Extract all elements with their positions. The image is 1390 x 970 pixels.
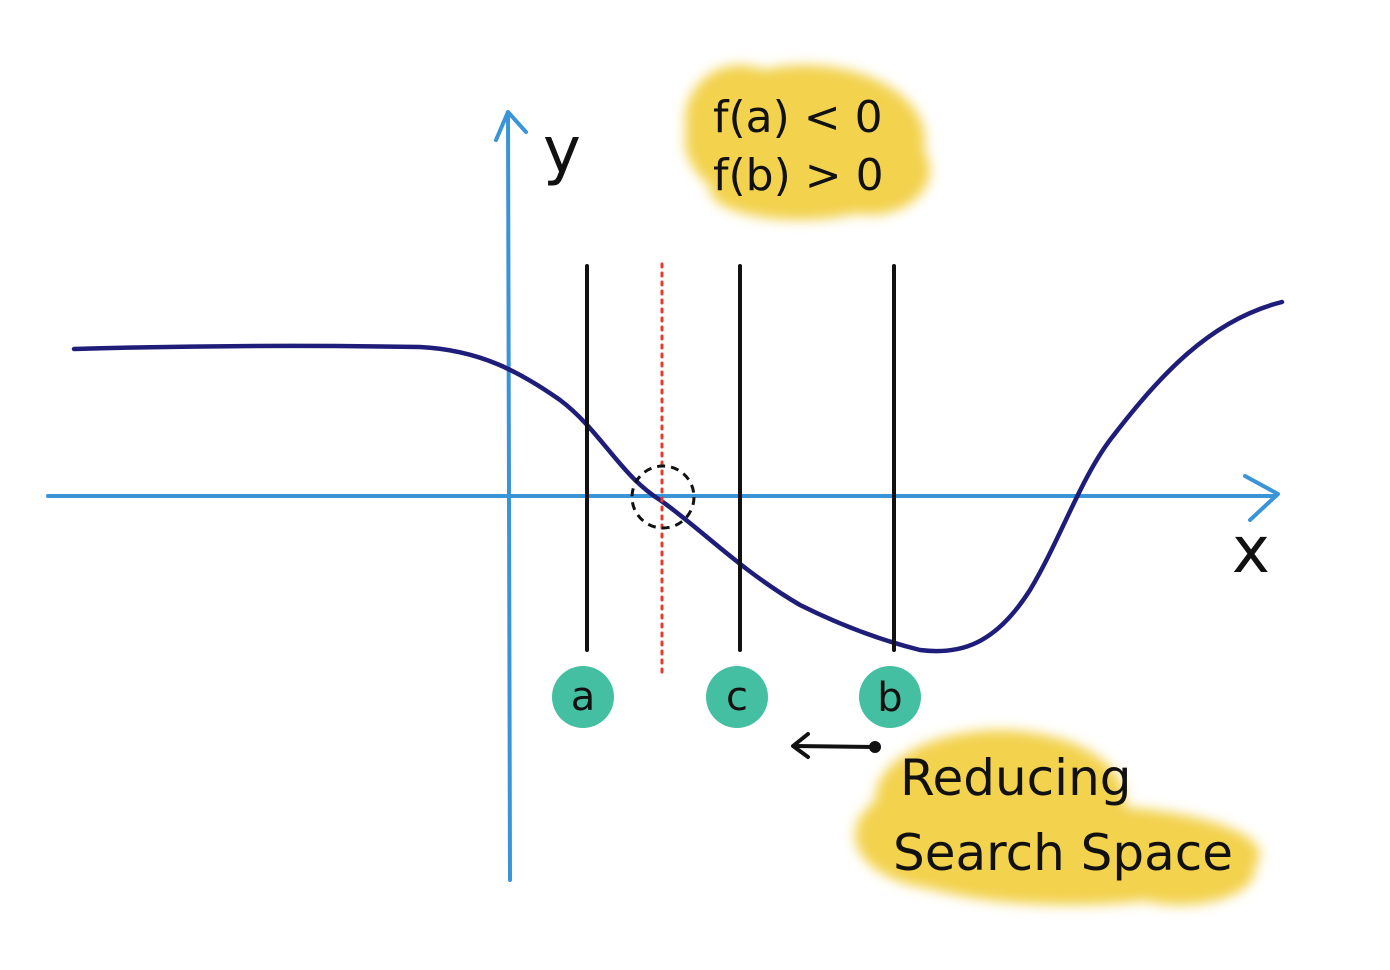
y-axis [494, 110, 528, 882]
x-axis-arrowhead-icon [1243, 474, 1280, 522]
point-a-label: a [571, 674, 596, 720]
y-axis-label: y [543, 114, 581, 188]
condition-fa: f(a) < 0 [713, 92, 883, 143]
annotation-highlight [855, 730, 1260, 905]
x-axis-label: x [1232, 514, 1270, 588]
annotation-line2: Search Space [893, 824, 1233, 882]
annotation-line1: Reducing [900, 749, 1132, 807]
point-c-label: c [726, 674, 748, 720]
conditions-highlight [685, 65, 930, 220]
x-axis [46, 474, 1280, 522]
point-a: a [552, 666, 614, 728]
y-axis-arrowhead-icon [494, 110, 528, 142]
point-c: c [706, 666, 768, 728]
root-highlight-circle [630, 464, 696, 530]
function-curve [71, 299, 1285, 654]
point-b: b [859, 666, 921, 728]
point-b-label: b [877, 675, 902, 721]
condition-fb: f(b) > 0 [713, 150, 884, 201]
annotation-arrow-icon [791, 732, 881, 759]
